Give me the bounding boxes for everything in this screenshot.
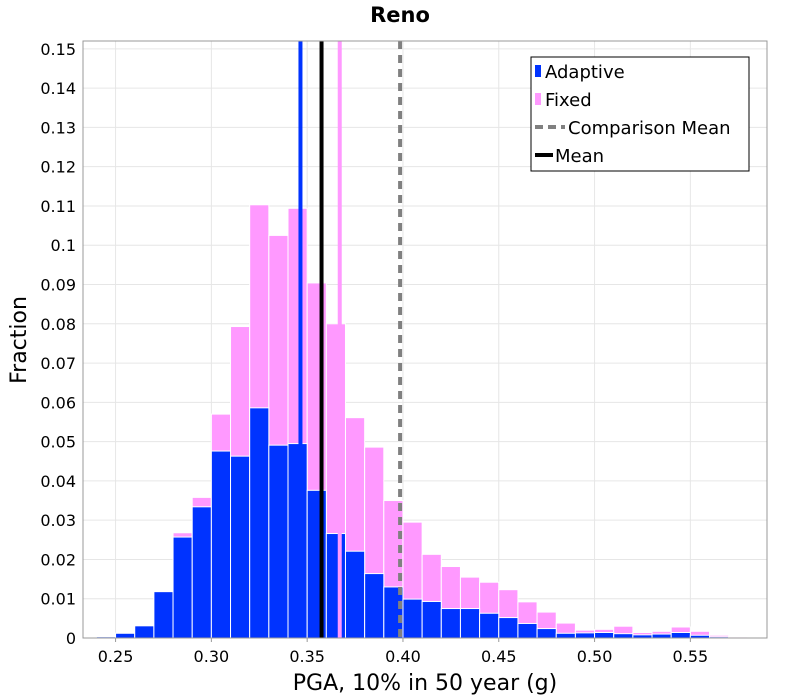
legend-box — [530, 56, 750, 172]
adaptive-bar — [651, 633, 672, 639]
adaptive-bar — [230, 455, 251, 639]
y-tick-label: 0.14 — [40, 79, 76, 98]
adaptive-bar — [191, 506, 212, 639]
x-tick-label: 0.40 — [385, 647, 421, 666]
adaptive-bar — [172, 536, 193, 639]
legend-mean: Mean — [535, 146, 604, 167]
adaptive-bar — [498, 617, 519, 639]
y-tick-label: 0.13 — [40, 118, 76, 137]
x-tick-label: 0.25 — [98, 647, 134, 666]
y-tick-label: 0.15 — [40, 40, 76, 59]
adaptive-bar — [536, 628, 557, 639]
adaptive-bar — [249, 407, 270, 639]
y-tick-label: 0.02 — [40, 550, 76, 569]
legend-comparison-mean: Comparison Mean — [535, 118, 731, 139]
adaptive-bar — [268, 444, 289, 639]
adaptive-bar — [594, 632, 615, 639]
y-tick-label: 0.07 — [40, 354, 76, 373]
x-tick-label: 0.45 — [481, 647, 517, 666]
legend-fixed: Fixed — [535, 90, 592, 111]
adaptive-bar — [440, 608, 461, 639]
x-axis-title: PGA, 10% in 50 year (g) — [293, 671, 557, 696]
adaptive-bar — [421, 600, 442, 639]
plot-frame — [82, 40, 768, 639]
adaptive-bar — [115, 632, 136, 639]
chart-title: Reno — [370, 3, 430, 27]
adaptive-bar — [555, 632, 576, 639]
adaptive-bar — [670, 632, 691, 639]
y-axis-title: Fraction — [7, 296, 32, 384]
y-tick-label: 0.05 — [40, 433, 76, 452]
y-tick-label: 0 — [66, 629, 76, 648]
y-tick-label: 0.12 — [40, 158, 76, 177]
legend-label: Comparison Mean — [568, 118, 731, 139]
x-axis-ticks: 0.25 0.30 0.35 0.40 0.45 0.50 0.55 — [98, 638, 708, 666]
x-tick-label: 0.55 — [673, 647, 709, 666]
adaptive-bar — [153, 591, 174, 639]
y-tick-label: 0.06 — [40, 393, 76, 412]
x-tick-label: 0.50 — [577, 647, 613, 666]
legend-swatch — [535, 65, 541, 77]
adaptive-bar — [613, 633, 634, 639]
adaptive-bar — [210, 450, 232, 639]
x-tick-label: 0.30 — [194, 647, 230, 666]
adaptive-bar — [134, 625, 155, 639]
adaptive-bar — [344, 550, 366, 639]
y-tick-label: 0.11 — [40, 197, 76, 216]
y-tick-label: 0.1 — [51, 236, 76, 255]
legend-label: Fixed — [545, 90, 592, 111]
y-axis-ticks: 0 0.01 0.02 0.03 0.04 0.05 0.06 0.07 0.08 0.09 0.1… — [40, 40, 76, 648]
adaptive-bar — [479, 612, 500, 639]
adaptive-bar — [402, 598, 423, 639]
adaptive-bar — [325, 533, 346, 639]
adaptive-bar — [364, 573, 385, 639]
adaptive-bar — [287, 443, 308, 639]
y-tick-label: 0.09 — [40, 276, 76, 295]
adaptive-bar — [459, 608, 481, 639]
y-tick-label: 0.08 — [40, 315, 76, 334]
x-tick-label: 0.35 — [289, 647, 325, 666]
legend: Adaptive Fixed Comparison Mean Mean — [530, 56, 750, 172]
legend-label: Mean — [555, 146, 604, 167]
legend-label: Adaptive — [545, 62, 625, 83]
y-tick-label: 0.01 — [40, 590, 76, 609]
mean-lines — [298, 41, 403, 638]
adaptive-bar — [574, 632, 596, 639]
y-tick-label: 0.03 — [40, 511, 76, 530]
legend-adaptive: Adaptive — [535, 62, 625, 83]
legend-swatch — [535, 93, 541, 105]
adaptive-bar — [517, 622, 538, 639]
y-tick-label: 0.04 — [40, 472, 76, 491]
